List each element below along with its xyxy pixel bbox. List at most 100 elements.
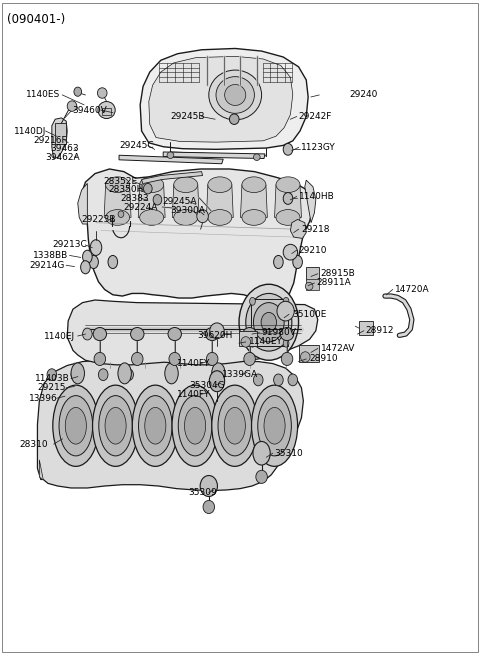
Text: 29242F: 29242F (299, 112, 332, 121)
Ellipse shape (83, 250, 92, 263)
Ellipse shape (184, 407, 205, 444)
Ellipse shape (210, 323, 224, 339)
Ellipse shape (71, 363, 84, 384)
Polygon shape (119, 155, 223, 164)
Text: 28912: 28912 (366, 326, 394, 335)
Ellipse shape (83, 328, 92, 340)
Ellipse shape (94, 352, 106, 365)
Ellipse shape (140, 177, 164, 193)
Ellipse shape (264, 407, 285, 444)
Text: 1140EJ: 1140EJ (44, 331, 75, 341)
Ellipse shape (99, 396, 132, 456)
Text: 29245C: 29245C (119, 141, 154, 150)
Ellipse shape (281, 352, 293, 365)
Polygon shape (138, 185, 165, 217)
Ellipse shape (242, 177, 266, 193)
Ellipse shape (144, 183, 152, 194)
Text: 1140EY: 1140EY (249, 337, 283, 346)
Polygon shape (149, 56, 293, 142)
Ellipse shape (283, 244, 298, 260)
Ellipse shape (253, 303, 284, 342)
Ellipse shape (118, 363, 132, 384)
Ellipse shape (174, 210, 198, 225)
Text: 29218: 29218 (301, 225, 330, 234)
Polygon shape (140, 48, 308, 149)
Text: 29223B: 29223B (82, 215, 116, 224)
Polygon shape (163, 152, 265, 159)
Ellipse shape (208, 210, 232, 225)
Ellipse shape (124, 369, 133, 381)
Ellipse shape (178, 396, 212, 456)
Text: 29245A: 29245A (162, 197, 197, 206)
Ellipse shape (261, 312, 276, 332)
Polygon shape (78, 183, 87, 224)
Ellipse shape (205, 328, 219, 341)
Ellipse shape (74, 87, 82, 96)
Text: 39463: 39463 (50, 144, 79, 153)
Ellipse shape (280, 328, 294, 341)
Ellipse shape (98, 102, 115, 119)
Ellipse shape (250, 297, 255, 305)
Ellipse shape (277, 301, 294, 321)
Ellipse shape (93, 385, 139, 466)
Ellipse shape (283, 143, 293, 155)
Bar (306, 267, 319, 280)
Ellipse shape (71, 369, 81, 381)
Ellipse shape (145, 407, 166, 444)
Text: 35304G: 35304G (190, 381, 225, 390)
Ellipse shape (274, 255, 283, 269)
Ellipse shape (229, 114, 239, 124)
Ellipse shape (253, 441, 270, 465)
Text: 39300A: 39300A (170, 206, 205, 215)
Ellipse shape (140, 210, 164, 225)
Ellipse shape (239, 284, 299, 360)
Ellipse shape (212, 385, 258, 466)
Text: 28910: 28910 (310, 354, 338, 364)
Ellipse shape (203, 500, 215, 514)
Ellipse shape (244, 352, 255, 365)
Polygon shape (104, 185, 131, 217)
Text: 28350H: 28350H (108, 185, 144, 195)
Ellipse shape (118, 211, 124, 217)
Text: 29213C: 29213C (53, 240, 87, 250)
Ellipse shape (242, 210, 266, 225)
Ellipse shape (209, 70, 262, 120)
Ellipse shape (216, 77, 254, 113)
Ellipse shape (224, 407, 245, 444)
Ellipse shape (67, 101, 77, 111)
Text: 1338BB: 1338BB (33, 251, 68, 260)
Ellipse shape (106, 210, 130, 225)
Ellipse shape (106, 177, 130, 193)
Text: 29216F: 29216F (34, 136, 67, 145)
Ellipse shape (225, 84, 246, 105)
Ellipse shape (305, 282, 313, 290)
Text: 91980V: 91980V (262, 328, 297, 337)
Text: 1140FY: 1140FY (177, 359, 210, 368)
Text: 1339GA: 1339GA (222, 370, 258, 379)
Bar (306, 279, 319, 290)
Ellipse shape (89, 255, 98, 269)
Ellipse shape (250, 339, 255, 347)
Text: 29214G: 29214G (30, 261, 65, 270)
Ellipse shape (153, 195, 162, 205)
Ellipse shape (169, 352, 180, 365)
Bar (359, 321, 373, 335)
Ellipse shape (218, 396, 252, 456)
Text: 39462A: 39462A (46, 153, 80, 162)
Ellipse shape (197, 210, 208, 223)
Ellipse shape (174, 177, 198, 193)
Bar (239, 331, 257, 346)
Polygon shape (305, 180, 316, 223)
Text: 1140HB: 1140HB (299, 192, 334, 201)
Polygon shape (67, 300, 318, 365)
Text: 1140DJ: 1140DJ (14, 126, 47, 136)
Ellipse shape (167, 152, 174, 159)
Text: 1140FY: 1140FY (177, 390, 210, 399)
Text: 39460V: 39460V (72, 105, 107, 115)
Ellipse shape (208, 177, 232, 193)
Ellipse shape (241, 337, 251, 347)
Bar (102, 108, 111, 115)
Ellipse shape (200, 476, 217, 496)
Text: 1123GY: 1123GY (301, 143, 336, 152)
Polygon shape (142, 172, 203, 185)
